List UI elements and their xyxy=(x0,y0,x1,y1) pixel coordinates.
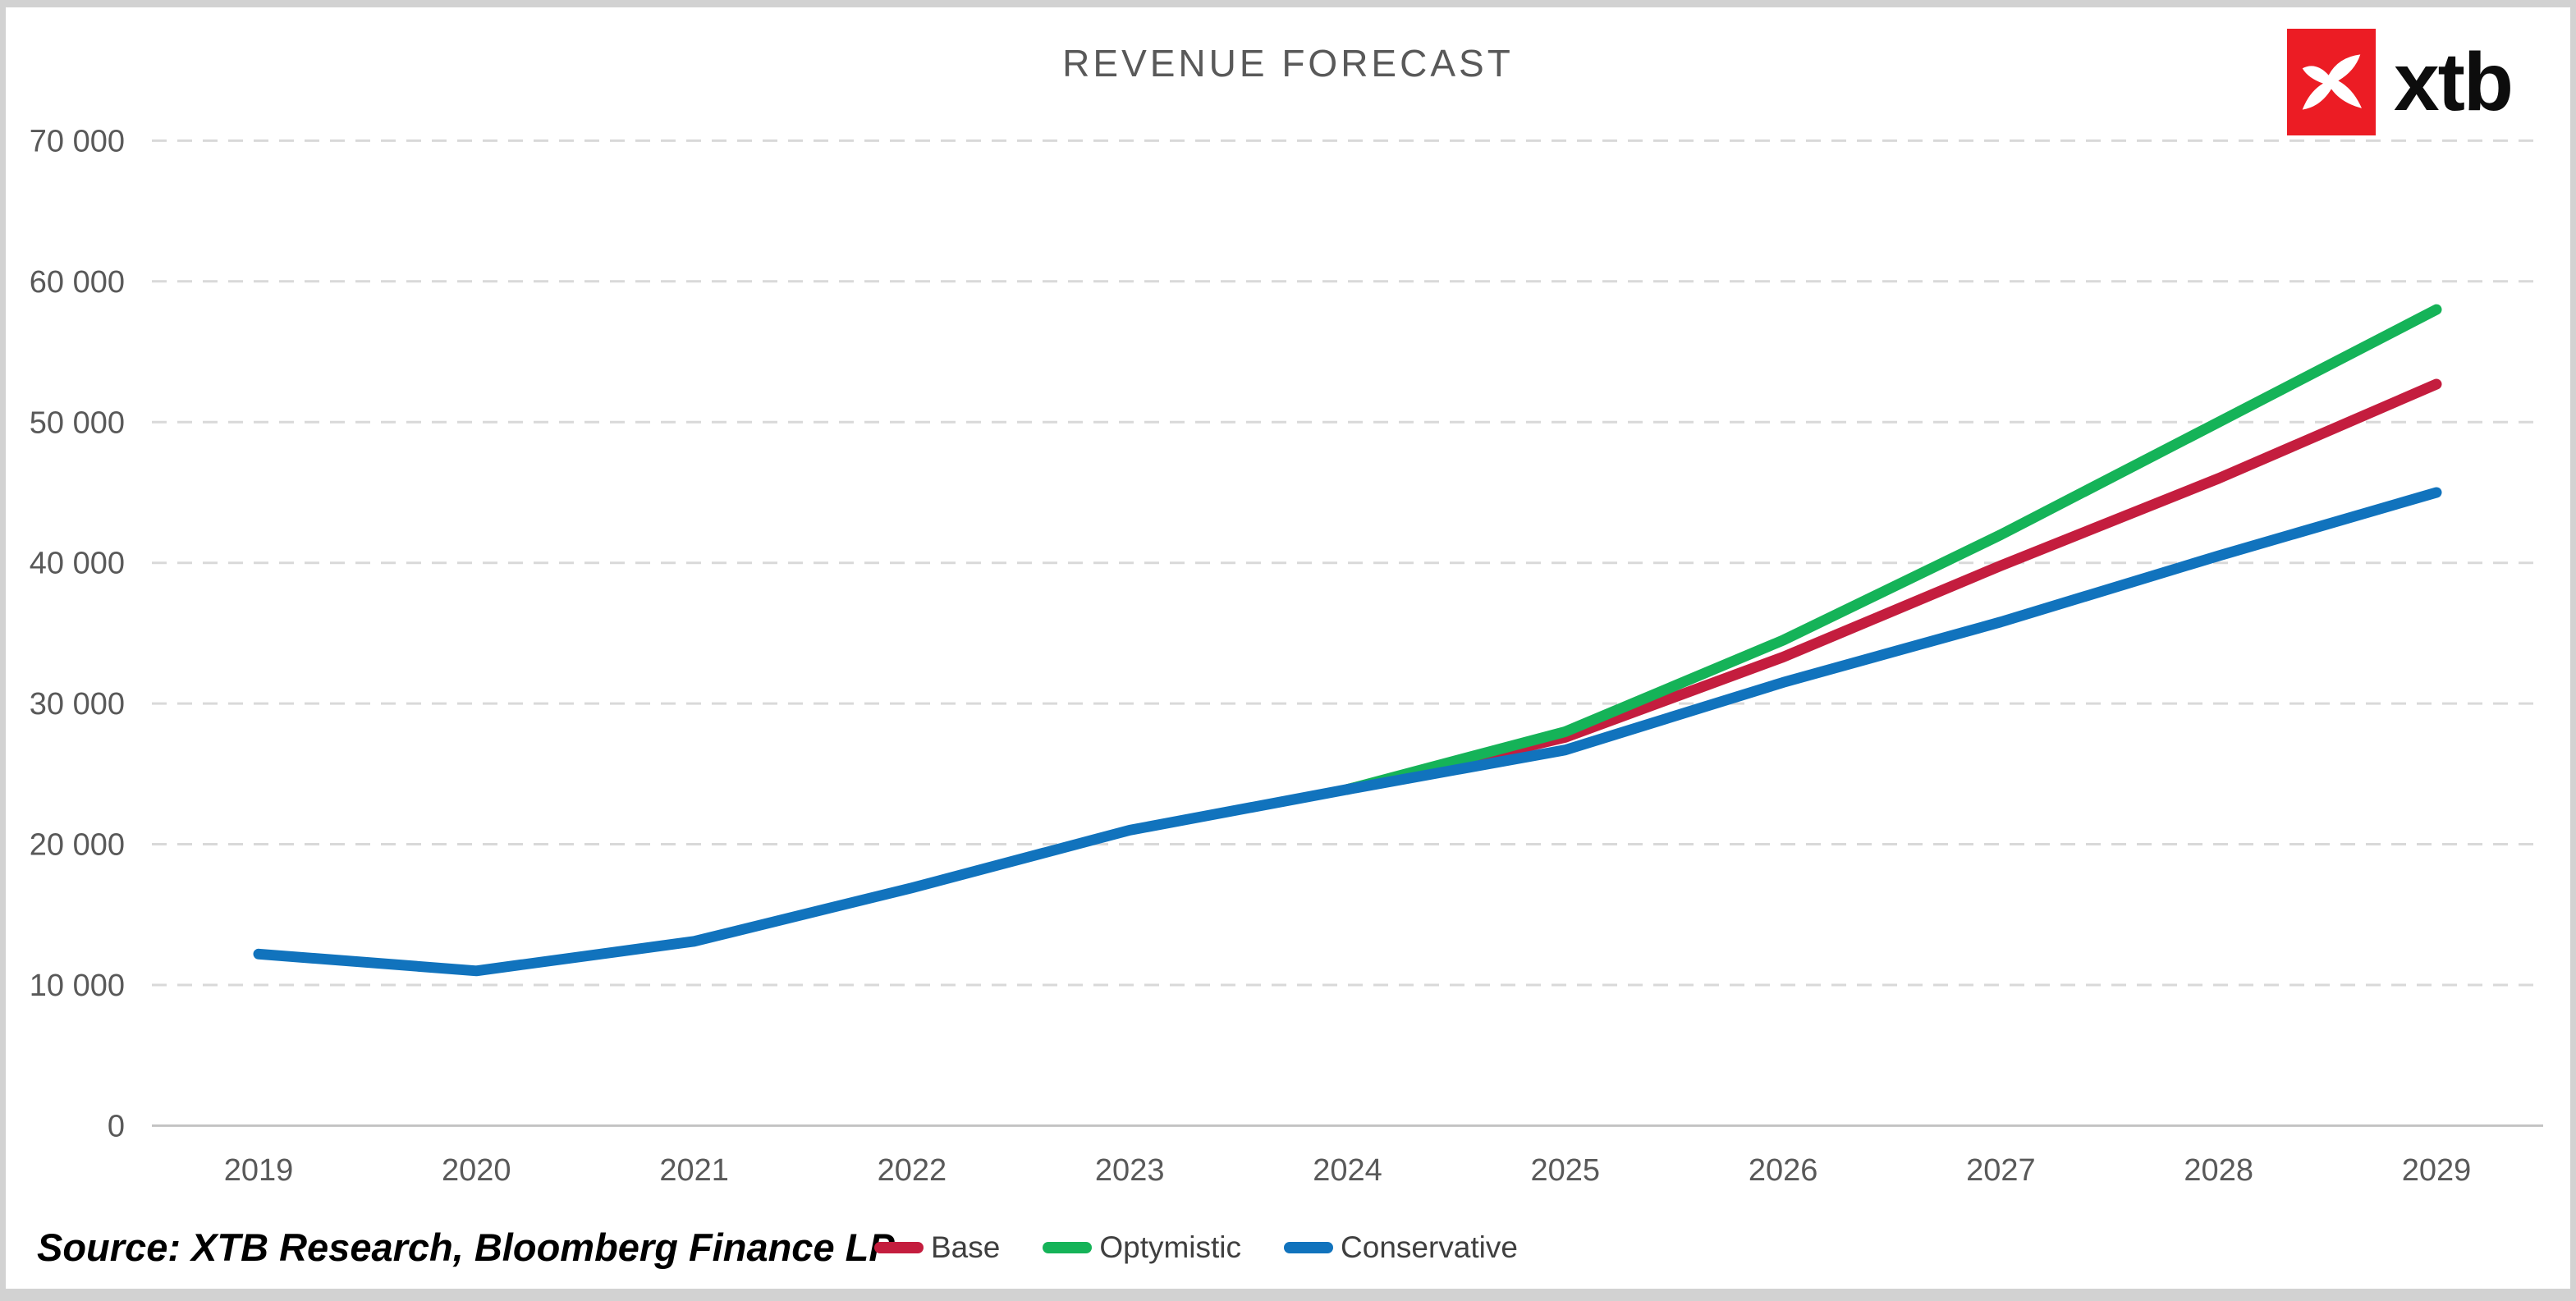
xtb-logo: xtb xyxy=(2287,29,2514,135)
x-tick-label: 2021 xyxy=(659,1153,729,1188)
legend-item-base: Base xyxy=(874,1225,1000,1271)
legend-swatch-base xyxy=(874,1242,924,1253)
x-tick-label: 2022 xyxy=(878,1153,947,1188)
chart-title: REVENUE FORECAST xyxy=(1062,42,1514,85)
x-tick-label: 2029 xyxy=(2402,1153,2472,1188)
legend-label-optymistic: Optymistic xyxy=(1099,1230,1242,1264)
x-tick-label: 2024 xyxy=(1313,1153,1382,1188)
chart-legend: Base Optymistic Conservative xyxy=(874,1225,1561,1271)
series-line-conservative xyxy=(253,487,2442,977)
x-tick-label: 2028 xyxy=(2184,1153,2253,1188)
y-tick-label: 20 000 xyxy=(30,828,125,863)
x-tick-label: 2027 xyxy=(1966,1153,2036,1188)
legend-swatch-conservative xyxy=(1284,1242,1334,1253)
x-tick-label: 2023 xyxy=(1095,1153,1165,1188)
y-tick-label: 30 000 xyxy=(30,687,125,722)
x-tick-label: 2026 xyxy=(1749,1153,1818,1188)
y-tick-label: 50 000 xyxy=(30,405,125,440)
y-tick-label: 60 000 xyxy=(30,265,125,300)
xtb-logo-text: xtb xyxy=(2394,36,2514,128)
y-tick-label: 70 000 xyxy=(30,124,125,158)
y-tick-label: 0 xyxy=(108,1109,125,1143)
legend-label-conservative: Conservative xyxy=(1341,1230,1518,1264)
x-tick-label: 2020 xyxy=(442,1153,511,1188)
legend-label-base: Base xyxy=(931,1230,1001,1264)
xtb-logo-x-icon xyxy=(2287,29,2376,135)
series-line-optymistic xyxy=(1342,304,2442,795)
x-tick-label: 2019 xyxy=(224,1153,294,1188)
y-tick-label: 10 000 xyxy=(30,969,125,1003)
x-tick-label: 2025 xyxy=(1531,1153,1601,1188)
chart-panel xyxy=(6,7,2570,1289)
legend-item-optymistic: Optymistic xyxy=(1043,1225,1241,1271)
source-note: Source: XTB Research, Bloomberg Finance … xyxy=(37,1225,895,1269)
y-tick-label: 40 000 xyxy=(30,547,125,581)
legend-swatch-optymistic xyxy=(1043,1242,1093,1253)
legend-item-conservative: Conservative xyxy=(1284,1225,1518,1271)
